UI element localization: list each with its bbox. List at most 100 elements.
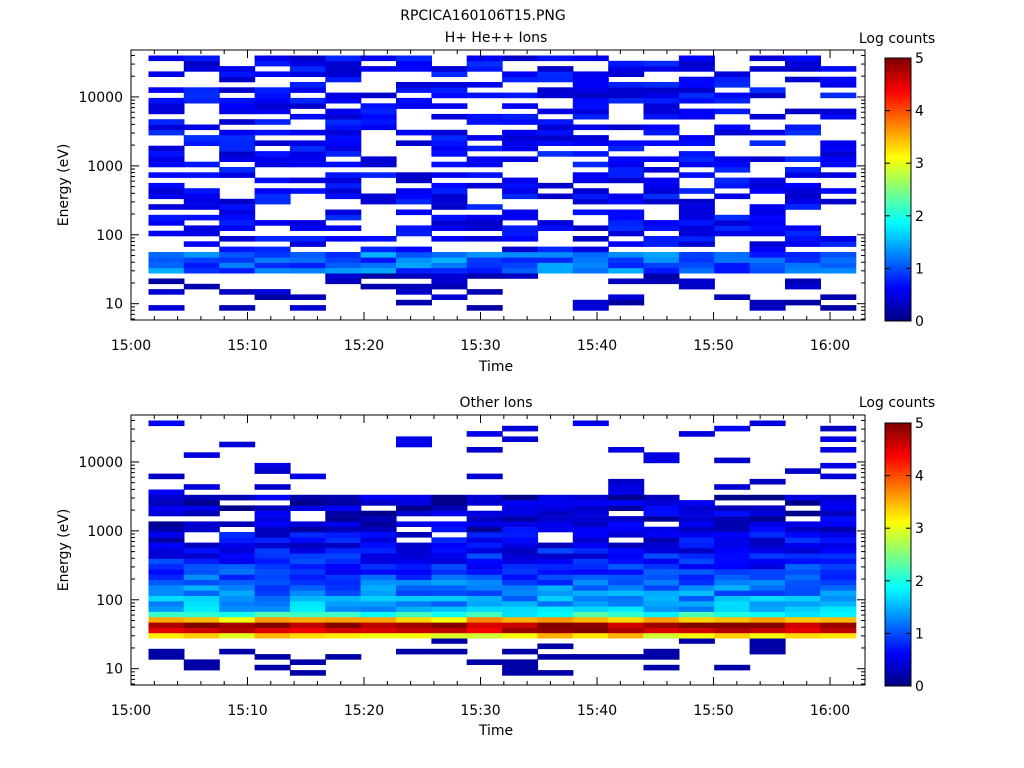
colorbar-step bbox=[885, 507, 911, 511]
heatmap-cell bbox=[289, 267, 326, 274]
heatmap-cell bbox=[219, 209, 256, 216]
heatmap-cell bbox=[254, 537, 291, 543]
heatmap-cell bbox=[502, 225, 539, 231]
heatmap-cell bbox=[749, 542, 786, 549]
heatmap-cell bbox=[360, 113, 397, 120]
colorbar-step bbox=[885, 457, 911, 461]
heatmap-cell bbox=[608, 494, 645, 501]
colorbar-step bbox=[885, 433, 911, 437]
heatmap-cell bbox=[608, 516, 645, 522]
heatmap-cell bbox=[254, 236, 291, 242]
colorbar-step bbox=[885, 215, 911, 219]
heatmap-cell bbox=[643, 177, 680, 184]
heatmap-cell bbox=[502, 617, 539, 623]
colorbar-step bbox=[885, 614, 911, 619]
colorbar-step bbox=[885, 194, 911, 198]
heatmap-cell bbox=[820, 425, 857, 432]
heatmap-cell bbox=[431, 294, 468, 300]
heatmap-cell bbox=[325, 124, 362, 131]
colorbar-step bbox=[885, 189, 911, 193]
heatmap-cell bbox=[785, 617, 821, 623]
heatmap-cell bbox=[325, 182, 362, 189]
heatmap-cell bbox=[396, 193, 432, 200]
colorbar-step bbox=[885, 118, 911, 122]
colorbar-step bbox=[885, 165, 911, 169]
colorbar-tick-label: 4 bbox=[915, 104, 924, 120]
heatmap-cell bbox=[643, 500, 680, 506]
heatmap-cell bbox=[219, 145, 256, 152]
heatmap-cell bbox=[643, 236, 680, 242]
heatmap-cell bbox=[643, 124, 680, 131]
heatmap-cell bbox=[678, 82, 715, 88]
heatmap-cell bbox=[325, 140, 362, 146]
heatmap-cell bbox=[749, 510, 786, 517]
heatmap-cell bbox=[219, 627, 256, 634]
heatmap-cell bbox=[820, 601, 857, 607]
heatmap-cell bbox=[678, 521, 715, 527]
heatmap-cell bbox=[537, 500, 574, 506]
heatmap-cell bbox=[219, 119, 256, 125]
heatmap-cell bbox=[219, 87, 256, 93]
heatmap-cell bbox=[714, 129, 751, 136]
axes: 10 100 1000 10000 15:00 15:10 15:20 15:30 15:40 1… bbox=[78, 415, 865, 719]
heatmap-cell bbox=[289, 294, 326, 300]
heatmap-cell bbox=[643, 108, 680, 115]
heatmap-cell bbox=[714, 484, 751, 490]
heatmap-cell bbox=[466, 447, 503, 453]
heatmap-cell bbox=[325, 236, 362, 242]
heatmap-cell bbox=[502, 595, 539, 602]
heatmap-cell bbox=[749, 638, 786, 644]
heatmap-cell bbox=[502, 574, 539, 581]
heatmap-cell bbox=[396, 60, 432, 67]
heatmap-cell bbox=[820, 595, 857, 602]
colorbar-step bbox=[885, 210, 911, 214]
colorbar-step bbox=[885, 65, 911, 70]
heatmap-cell bbox=[749, 299, 786, 306]
heatmap-cell bbox=[254, 574, 291, 581]
heatmap-cell bbox=[608, 574, 645, 581]
colorbar-step bbox=[885, 207, 911, 212]
heatmap-cell bbox=[183, 262, 220, 269]
heatmap-cell bbox=[148, 278, 185, 285]
heatmap-cell bbox=[785, 590, 821, 596]
heatmap-cell bbox=[219, 537, 256, 543]
heatmap-cell bbox=[785, 542, 821, 549]
colorbar-step bbox=[885, 446, 911, 450]
heatmap-cell bbox=[608, 606, 645, 612]
heatmap-cell bbox=[502, 156, 539, 162]
heatmap-cell bbox=[608, 563, 645, 570]
heatmap-cell bbox=[820, 172, 857, 178]
heatmap-cell bbox=[785, 606, 821, 612]
heatmap-cell bbox=[254, 87, 291, 93]
colorbar-step bbox=[885, 501, 911, 506]
heatmap-cell bbox=[289, 66, 326, 72]
heatmap-cell bbox=[254, 521, 291, 527]
heatmap-cell bbox=[396, 547, 432, 554]
colorbar-label: Log counts bbox=[859, 395, 935, 411]
colorbar-step bbox=[885, 470, 911, 474]
heatmap-cell bbox=[148, 601, 185, 607]
heatmap-cell bbox=[608, 241, 645, 247]
heatmap-cell bbox=[678, 516, 715, 522]
heatmap-cell bbox=[820, 108, 857, 115]
heatmap-cell bbox=[360, 611, 397, 618]
heatmap-cell bbox=[183, 627, 220, 634]
heatmap-cell bbox=[148, 151, 185, 157]
heatmap-cell bbox=[502, 103, 539, 109]
colorbar-step bbox=[885, 71, 911, 75]
heatmap-cell bbox=[396, 494, 432, 501]
heatmap-cell bbox=[502, 267, 539, 274]
colorbar-step bbox=[885, 596, 911, 600]
heatmap-cell bbox=[714, 161, 751, 168]
heatmap-cell bbox=[219, 569, 256, 575]
heatmap-cell bbox=[325, 66, 362, 72]
colorbar-step bbox=[885, 520, 911, 524]
heatmap-cell bbox=[360, 569, 397, 575]
heatmap-cell bbox=[678, 283, 715, 290]
heatmap-cell bbox=[820, 563, 857, 570]
heatmap-cell bbox=[502, 177, 539, 184]
heatmap-cell bbox=[325, 574, 362, 581]
heatmap-cell bbox=[219, 214, 256, 221]
heatmap-cell bbox=[360, 526, 397, 533]
